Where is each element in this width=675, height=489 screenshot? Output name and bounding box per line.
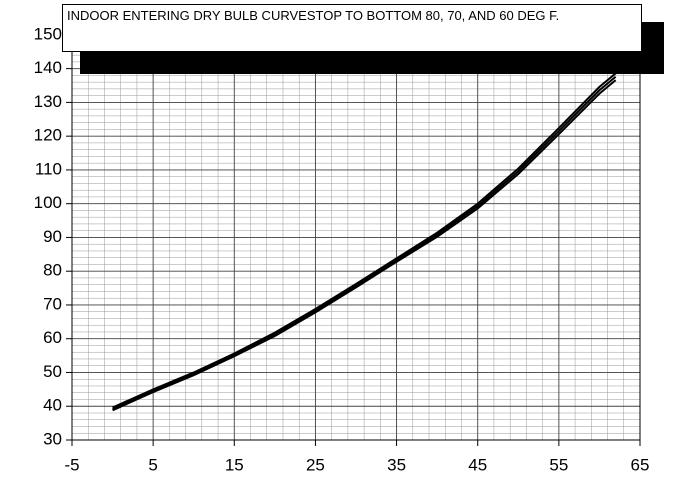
x-tick-label: 25	[306, 455, 325, 474]
x-tick-label: 55	[549, 455, 568, 474]
y-tick-label: 140	[34, 58, 62, 77]
y-tick-label: 70	[43, 294, 62, 313]
y-tick-label: 50	[43, 362, 62, 381]
line	[112, 72, 617, 409]
y-tick-label: 120	[34, 126, 62, 145]
x-tick-label: 15	[225, 455, 244, 474]
y-tick-label: 60	[43, 328, 62, 347]
y-tick-label: 110	[35, 159, 62, 178]
x-tick-label: -5	[64, 455, 79, 474]
y-tick-label: 40	[43, 396, 62, 415]
title-box: INDOOR ENTERING DRY BULB CURVESTOP TO BO…	[62, 4, 642, 52]
y-tick-label: 130	[34, 92, 62, 111]
y-tick-label: 30	[43, 429, 62, 448]
line	[112, 75, 617, 410]
y-tick-label: 150	[34, 24, 62, 43]
chart-title: INDOOR ENTERING DRY BULB CURVESTOP TO BO…	[67, 8, 560, 23]
x-tick-label: 45	[468, 455, 487, 474]
line	[112, 79, 617, 412]
y-tick-label: 100	[34, 193, 62, 212]
x-tick-label: 65	[631, 455, 650, 474]
x-tick-label: 35	[387, 455, 406, 474]
x-tick-label: 5	[148, 455, 157, 474]
plot-frame	[71, 17, 641, 441]
y-tick-label: 80	[43, 261, 62, 280]
y-tick-label: 90	[43, 227, 62, 246]
